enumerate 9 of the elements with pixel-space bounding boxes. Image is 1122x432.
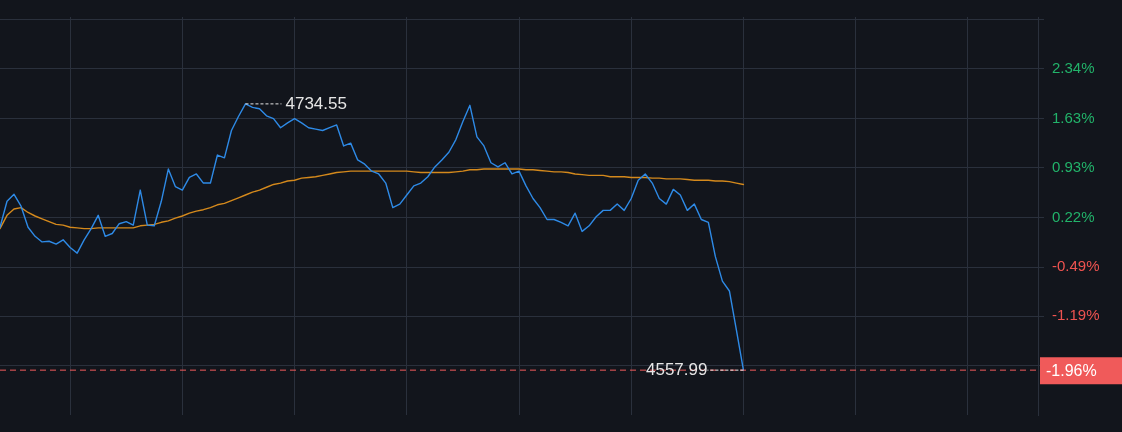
y-tick-label: 0.22% (1052, 207, 1095, 225)
y-tick-label: 0.93% (1052, 157, 1095, 175)
y-tick-label: 1.63% (1052, 108, 1095, 126)
y-tick-label: 2.34% (1052, 58, 1095, 76)
annotation: 4734.55 (285, 93, 347, 113)
y-tick-label: -1.19% (1052, 306, 1100, 324)
ref-line-label: -1.96% (1046, 361, 1097, 379)
annotation: 4557.99 (645, 359, 708, 379)
y-tick-label: -0.49% (1052, 257, 1100, 275)
